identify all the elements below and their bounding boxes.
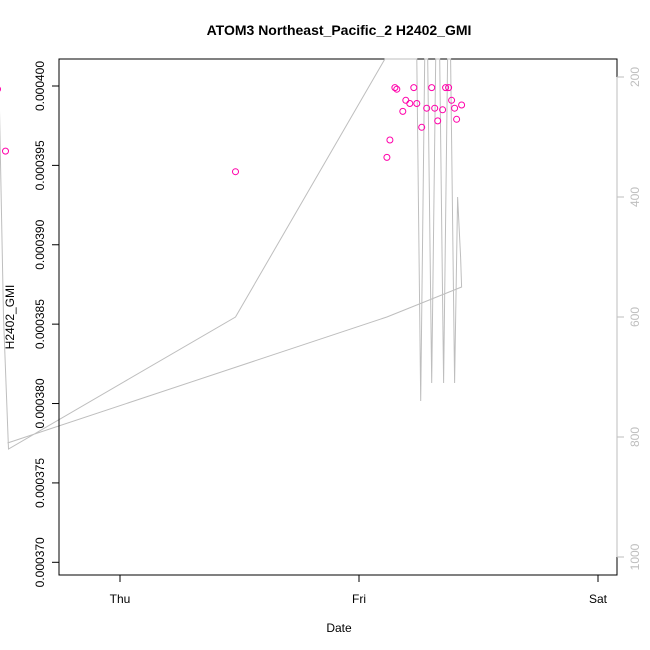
- y-tick-label: 0.000400: [33, 61, 47, 111]
- y2-tick-label: 400: [628, 187, 642, 207]
- data-point: [434, 117, 442, 125]
- data-point: [453, 115, 461, 123]
- data-point: [2, 147, 9, 155]
- series-points-layer: [0, 84, 466, 176]
- y2-tick-label: 600: [628, 307, 642, 327]
- data-point: [423, 104, 431, 112]
- x-axis: Thu Fri Sat: [110, 574, 608, 606]
- y-tick-label: 0.000380: [33, 378, 47, 428]
- data-point: [451, 104, 459, 112]
- y-axis-label: H2402_GMI: [3, 285, 17, 350]
- data-point: [448, 96, 456, 104]
- y-tick-label: 0.000375: [33, 458, 47, 508]
- series-line-layer: [0, 58, 463, 450]
- data-point: [428, 84, 436, 92]
- series-line: [0, 58, 463, 450]
- x-tick-label: Thu: [110, 592, 131, 606]
- data-point: [386, 136, 394, 144]
- data-point: [399, 107, 407, 115]
- x-tick-label: Sat: [589, 592, 608, 606]
- data-point: [391, 84, 399, 92]
- y-tick-label: 0.000385: [33, 299, 47, 349]
- data-point: [442, 84, 450, 92]
- data-point: [410, 84, 418, 92]
- y-axis-left: 0.000370 0.000375 0.000380 0.000385 0.000390…: [33, 61, 60, 587]
- y2-tick-label: 1000: [628, 543, 642, 570]
- y-tick-label: 0.000370: [33, 537, 47, 587]
- chart-title: ATOM3 Northeast_Pacific_2 H2402_GMI: [207, 22, 472, 38]
- data-point: [232, 168, 239, 176]
- data-point: [413, 100, 421, 107]
- y-axis-right: 200 400 600 800 1000: [616, 67, 642, 570]
- data-point: [418, 123, 426, 131]
- y2-tick-label: 200: [628, 67, 642, 87]
- plot-frame: [58, 58, 618, 576]
- data-point: [445, 84, 453, 92]
- data-point: [439, 106, 447, 114]
- x-axis-label: Date: [326, 621, 352, 635]
- data-point: [393, 85, 401, 93]
- y-tick-label: 0.000395: [33, 140, 47, 190]
- data-point: [383, 153, 391, 161]
- data-point: [406, 100, 414, 107]
- y2-tick-label: 800: [628, 427, 642, 447]
- y-tick-label: 0.000390: [33, 219, 47, 269]
- x-tick-label: Fri: [352, 592, 366, 606]
- data-point: [458, 101, 466, 109]
- data-point: [431, 104, 439, 112]
- data-point: [402, 96, 410, 104]
- data-point: [0, 86, 1, 92]
